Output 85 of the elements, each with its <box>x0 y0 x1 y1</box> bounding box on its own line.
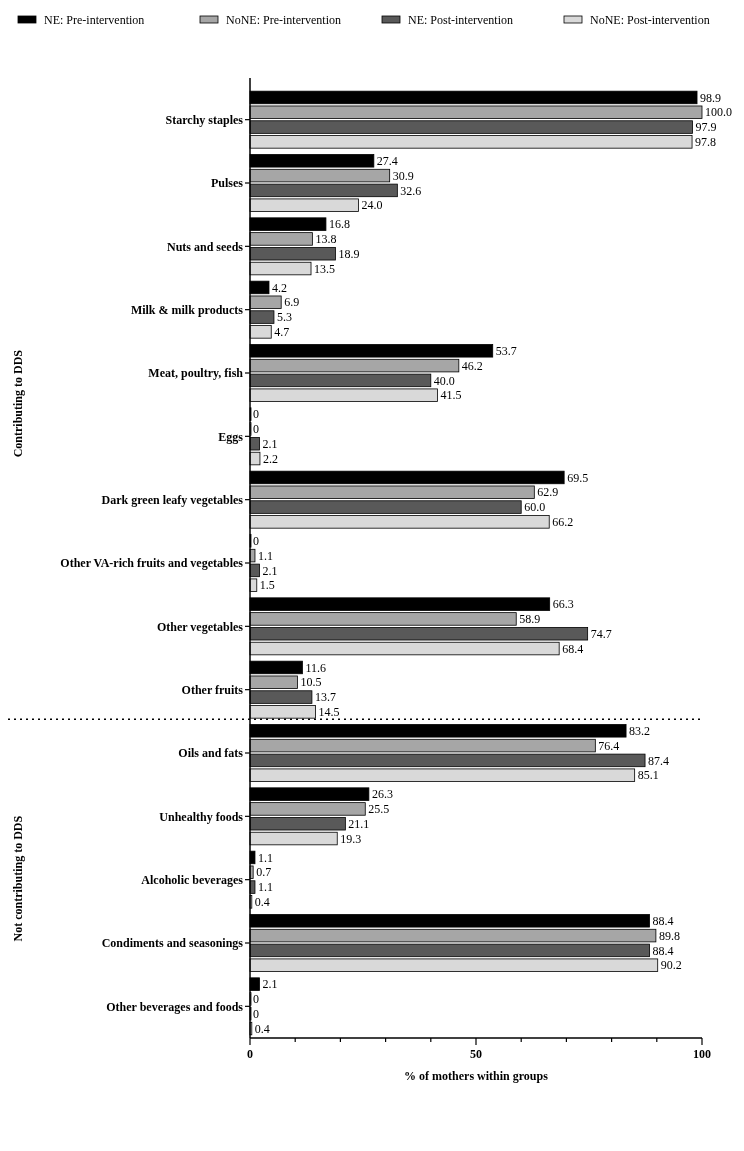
data-label: 74.7 <box>590 626 612 641</box>
y-tick-label: Eggs <box>218 429 244 444</box>
data-label: 1.5 <box>259 578 275 593</box>
data-label: 24.0 <box>361 198 383 213</box>
data-label: 87.4 <box>648 753 670 768</box>
data-label: 21.1 <box>348 816 370 831</box>
data-label: 88.4 <box>652 943 674 958</box>
data-label: 98.9 <box>700 90 722 105</box>
y-tick-label: Pulses <box>210 176 244 191</box>
data-label: 46.2 <box>461 358 483 373</box>
data-label: 41.5 <box>440 388 462 403</box>
y-tick-label: Condiments and seasonings <box>101 936 244 951</box>
data-label: 68.4 <box>562 641 584 656</box>
data-label: 100.0 <box>705 105 732 120</box>
data-label: 1.1 <box>257 850 273 865</box>
data-label: 13.8 <box>315 232 337 247</box>
data-label: 4.2 <box>271 280 287 295</box>
data-label: 40.0 <box>433 373 455 388</box>
data-label: 6.9 <box>284 295 300 310</box>
x-tick-label: 100 <box>693 1047 711 1061</box>
data-label: 2.1 <box>262 563 278 578</box>
y-tick-label: Nuts and seeds <box>166 239 244 254</box>
data-label: 0 <box>253 407 259 422</box>
data-label: 18.9 <box>338 246 360 261</box>
data-label: 16.8 <box>328 217 350 232</box>
y-tick-label: Alcoholic beverages <box>141 872 244 887</box>
data-label: 2.1 <box>262 977 278 992</box>
y-tick-label: Other beverages and foods <box>106 999 244 1014</box>
y-tick-label: Starchy staples <box>165 112 244 127</box>
y-tick-label: Other VA-rich fruits and vegetables <box>60 556 244 571</box>
data-label: 89.8 <box>658 928 680 943</box>
data-label: 5.3 <box>276 310 292 325</box>
data-label: 27.4 <box>376 153 398 168</box>
y-tick-label: Milk & milk products <box>130 302 244 317</box>
data-label: 10.5 <box>300 675 322 690</box>
data-label: 90.2 <box>660 958 682 973</box>
data-label: 0.7 <box>256 865 272 880</box>
data-label: 26.3 <box>371 787 393 802</box>
data-label: 14.5 <box>318 705 340 720</box>
data-label: 0 <box>253 422 259 437</box>
data-label: 19.3 <box>340 831 362 846</box>
text: Not contributing to DDS <box>11 815 25 942</box>
data-label: 0.4 <box>254 1021 270 1036</box>
data-label: 62.9 <box>537 485 559 500</box>
legend-label: NoNE: Pre-intervention <box>226 13 341 28</box>
x-axis-title: % of mothers within groups <box>404 1069 549 1083</box>
data-label: 53.7 <box>495 343 517 358</box>
y-tick-label: Oils and fats <box>178 746 244 761</box>
data-label: 13.5 <box>314 261 336 276</box>
data-label: 85.1 <box>637 768 659 783</box>
legend-label: NoNE: Post-intervention <box>590 13 710 28</box>
data-label: 2.2 <box>262 451 278 466</box>
data-label: 60.0 <box>524 500 546 515</box>
data-label: 66.3 <box>552 597 574 612</box>
data-label: 88.4 <box>652 913 674 928</box>
y-tick-label: Meat, poultry, fish <box>148 366 244 381</box>
data-label: 2.1 <box>262 436 278 451</box>
legend-label: NE: Post-intervention <box>408 13 513 28</box>
y-tick-label: Other fruits <box>181 682 244 697</box>
data-label: 25.5 <box>368 802 390 817</box>
data-label: 1.1 <box>257 548 273 563</box>
data-label: 0.4 <box>254 895 270 910</box>
legend-label: NE: Pre-intervention <box>44 13 145 28</box>
data-label: 97.8 <box>695 135 717 150</box>
data-label: 97.9 <box>695 120 717 135</box>
data-label: 0 <box>253 992 259 1007</box>
y-tick-label: Unhealthy foods <box>159 809 244 824</box>
x-tick-label: 50 <box>470 1047 482 1061</box>
data-label: 30.9 <box>392 168 414 183</box>
data-label: 11.6 <box>305 660 326 675</box>
x-tick-label: 0 <box>247 1047 253 1061</box>
data-label: 0 <box>253 533 259 548</box>
data-label: 66.2 <box>552 515 574 530</box>
data-label: 58.9 <box>519 612 541 627</box>
y-tick-label: Other vegetables <box>156 619 244 634</box>
y-tick-label: Dark green leafy vegetables <box>101 492 244 507</box>
data-label: 4.7 <box>274 325 290 340</box>
data-label: 1.1 <box>257 880 273 895</box>
data-label: 76.4 <box>598 738 620 753</box>
data-label: 0 <box>253 1006 259 1021</box>
data-label: 69.5 <box>567 470 589 485</box>
text: Contributing to DDS <box>11 349 25 458</box>
data-label: 32.6 <box>400 183 422 198</box>
data-label: 83.2 <box>629 723 651 738</box>
data-label: 13.7 <box>314 690 336 705</box>
